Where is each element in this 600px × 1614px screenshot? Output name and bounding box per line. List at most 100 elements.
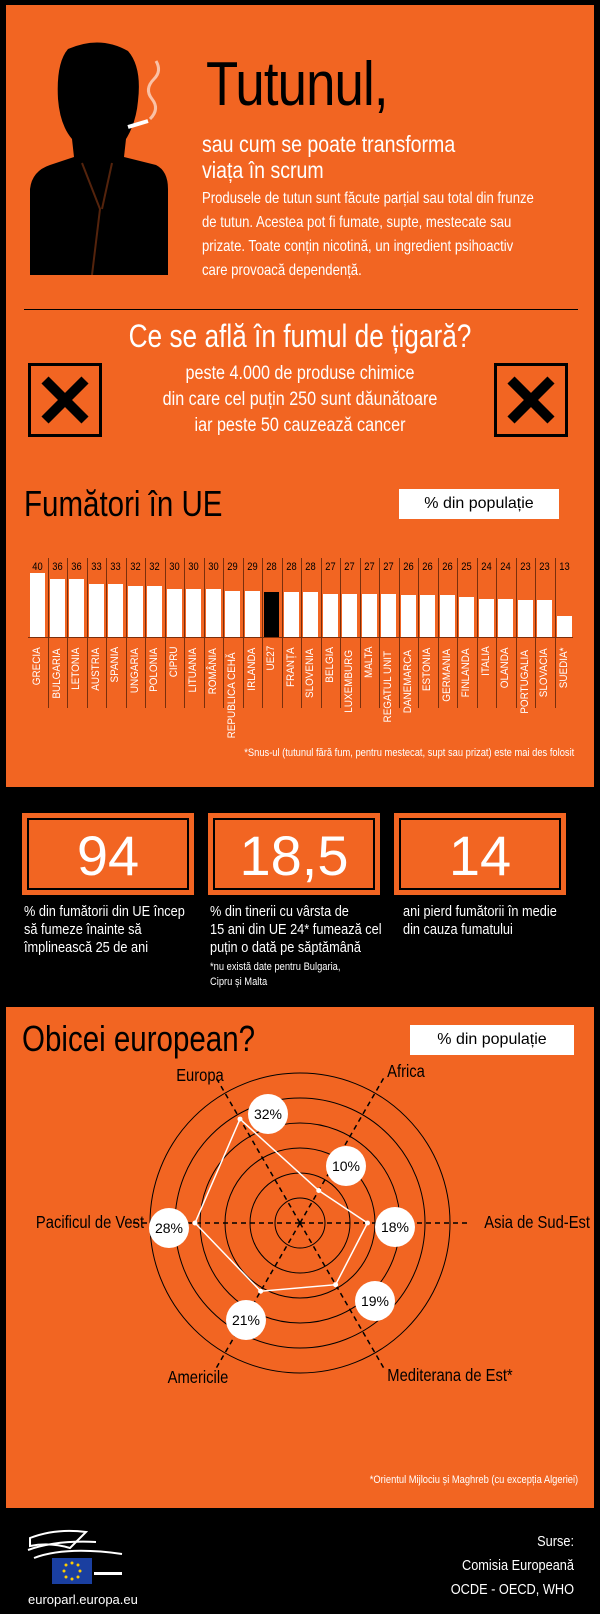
stat-line: puțin o dată pe săptămână [210,939,361,956]
bar-value-label: 28 [305,561,316,573]
column-divider [67,558,68,708]
bar-value-label: 26 [422,561,433,573]
bar [322,593,338,637]
bar-value-label: 36 [51,561,63,573]
bar-value-label: 13 [558,561,570,573]
bar [361,593,377,637]
radar-point [258,1288,264,1294]
column-divider [535,558,536,708]
bar-category-label: ROMÂNIA [206,648,219,695]
bar-value-label: 27 [324,561,336,573]
stat-value: 94 [27,818,189,890]
radar-point [365,1220,370,1226]
radar-category-label: Asia de Sud-Est [484,1213,590,1233]
smoke-heading-wrap: Ce se află în fumul de țigară? [6,318,594,355]
bar-value-label: 29 [246,561,258,573]
sources: Surse: Comisia Europeană OCDE - OECD, WH… [451,1530,574,1602]
stat-note-line: *nu există date pentru Bulgaria, [210,961,341,973]
bar-category-label: LITUANIA [187,647,199,693]
column-divider [320,558,322,708]
radar-category-label: Europa [176,1066,224,1086]
bar [439,595,455,637]
column-divider [457,558,458,708]
bar-value-label: 33 [90,561,102,573]
bar-category-label: MALTA [362,646,375,679]
column-divider [496,558,497,708]
bar-category-label: REPUBLICA CEHĂ [226,652,238,739]
bar-category-label: ESTONIA [421,647,433,692]
intro-line: care provoacă dependență. [202,262,362,279]
radar-value-label: 19% [361,1293,389,1309]
page-subtitle-1: sau cum se poate transforma [202,131,456,157]
bar-category-label: UNGARIA [128,648,141,694]
bar [478,598,494,637]
bar [303,592,318,637]
radar-point [192,1220,198,1226]
habit-footnote-wrap: *Orientul Mijlociu și Maghreb (cu excepț… [333,1474,578,1486]
bar-value-label: 32 [149,561,160,573]
bar-category-label: SUEDIA* [557,647,570,689]
bar-category-label: LUXEMBURG [343,649,355,713]
radar-value-label: 10% [332,1158,360,1174]
bar [517,600,533,637]
site-url[interactable]: europarl.europa.eu [28,1592,138,1607]
bar-value-label: 27 [383,561,394,573]
bar [127,585,143,637]
hazard-x-icon [494,363,568,437]
bar [244,590,260,637]
bar-value-label: 26 [441,561,453,573]
bar-value-label: 23 [519,561,531,573]
bar [459,597,474,637]
bar [49,579,65,637]
page-title: Tutunul, [206,50,389,119]
radar-point [316,1188,322,1194]
bar-category-label: UE27 [265,645,277,671]
radar-value-badge [226,1300,266,1340]
radar-value-badge [149,1208,189,1248]
bar-baseline [28,637,573,638]
stat-line: 15 ani din UE 24* fumează cel [210,921,382,938]
stat-line: din cauza fumatului [403,921,513,938]
hazard-x-icon [28,363,102,437]
column-divider [223,558,224,708]
bar-category-label: OLANDA [499,647,511,689]
bar [342,593,357,637]
bar-value-label: 27 [344,561,355,573]
bar-value-label: 29 [227,561,238,573]
bar-category-label: GERMANIA [440,648,453,702]
bar-category-label: SPANIA [109,646,121,683]
stat-note-line: Cipru și Malta [210,976,268,988]
bar [283,592,299,637]
bar [537,600,552,637]
unit-label: % din populație [410,1025,574,1055]
column-divider [281,558,283,708]
bar-category-label: PORTUGALIA [518,650,531,714]
source-item: Comisia Europeană [462,1557,574,1574]
stat-text-2: % din tinerii cu vârsta de 15 ani din UE… [210,903,382,957]
stat-value: 14 [399,818,561,890]
footer [0,1514,600,1614]
smokers-footnote-wrap: *Snus-ul (tutunul fără fum, pentru meste… [186,747,574,759]
bar-category-label: POLONIA [148,647,160,692]
bar [166,589,182,637]
bar-category-label: ITALIA [479,646,492,676]
radar-value-label: 32% [254,1106,282,1122]
column-divider [145,558,146,708]
radar-point [333,1282,339,1288]
radar-axis [215,1222,301,1369]
intro-line: de tutun. Acestea pot fi fumate, supte, … [202,214,512,231]
column-divider [515,558,517,708]
bar-category-label: SLOVENIA [304,648,316,699]
bar [498,598,513,637]
habit-section [0,1001,600,1514]
bar-value-label: 30 [207,561,219,573]
sources-label: Surse: [537,1533,574,1550]
column-divider [106,558,107,708]
stat-text-1: % din fumătorii din UE încep să fumeze î… [24,903,185,957]
column-divider [418,558,419,708]
stat-box-1: 94 [22,813,194,895]
column-divider [476,558,478,708]
column-divider [379,558,380,708]
radar-axis [299,1222,385,1369]
bar [381,593,396,637]
